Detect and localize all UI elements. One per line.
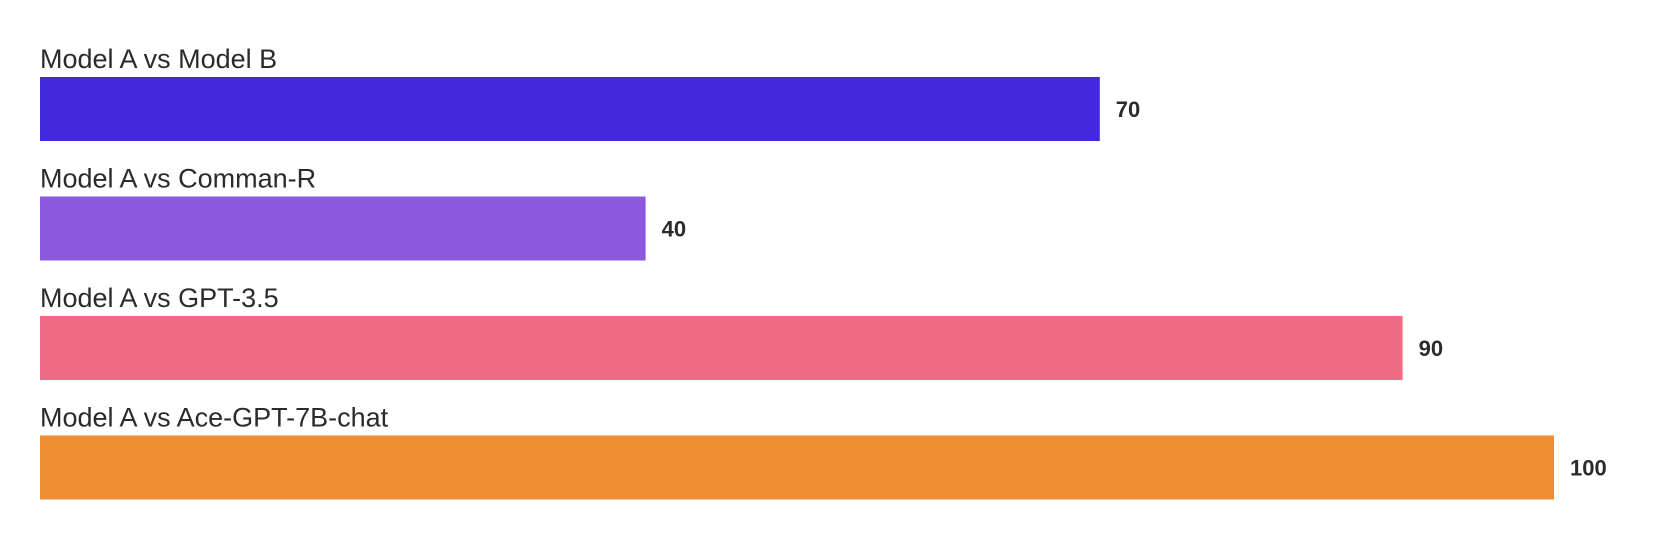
bar-row: Model A vs Comman-R 40 [40,164,686,261]
bar [40,196,646,261]
bar [40,435,1554,500]
category-label: Model A vs Model B [40,44,277,74]
bar [40,77,1100,141]
bar-row: Model A vs GPT-3.5 90 [40,283,1443,380]
value-label: 100 [1570,456,1607,481]
value-label: 90 [1419,336,1443,361]
value-label: 40 [662,217,686,242]
bars-layer: Model A vs Model B 70 Model A vs Comman-R 4… [40,44,1607,500]
category-label: Model A vs Ace-GPT-7B-chat [40,403,389,433]
bar-row: Model A vs Model B 70 [40,44,1140,141]
category-label: Model A vs Comman-R [40,164,316,194]
bar [40,316,1403,380]
category-label: Model A vs GPT-3.5 [40,283,279,313]
value-label: 70 [1116,97,1140,122]
bar-row: Model A vs Ace-GPT-7B-chat 100 [40,403,1607,500]
